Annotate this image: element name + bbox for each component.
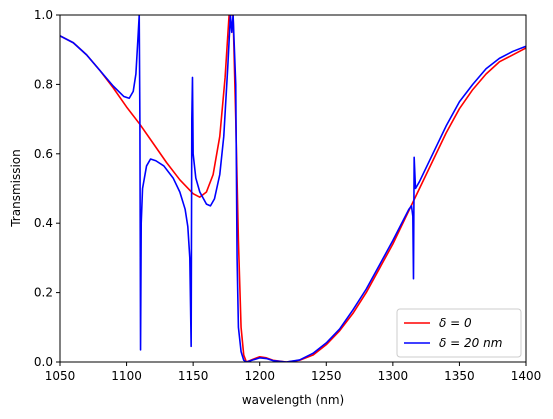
x-tick-label: 1200	[244, 369, 275, 383]
series-line-1	[60, 15, 526, 362]
x-tick-label: 1250	[311, 369, 342, 383]
legend-label-1: δ = 20 nm	[439, 336, 502, 350]
x-tick-label: 1300	[378, 369, 409, 383]
y-tick-label: 0.8	[34, 77, 53, 91]
x-tick-label: 1100	[111, 369, 142, 383]
plot-frame	[59, 14, 527, 363]
x-tick-label: 1400	[511, 369, 542, 383]
x-axis-label: wavelength (nm)	[242, 393, 344, 407]
x-tick-label: 1050	[45, 369, 76, 383]
y-axis-label: Transmission	[9, 149, 23, 228]
y-tick-label: 0.0	[34, 355, 53, 369]
y-tick-label: 0.6	[34, 147, 53, 161]
y-tick-label: 0.2	[34, 286, 53, 300]
x-tick-label: 1150	[178, 369, 209, 383]
legend: δ = 0 δ = 20 nm	[396, 308, 522, 358]
y-tick-label: 0.4	[34, 216, 53, 230]
plot-area	[60, 15, 526, 362]
x-tick-label: 1350	[444, 369, 475, 383]
legend-label-0: δ = 0	[439, 316, 472, 330]
y-tick-label: 1.0	[34, 8, 53, 22]
legend-box	[396, 308, 522, 358]
